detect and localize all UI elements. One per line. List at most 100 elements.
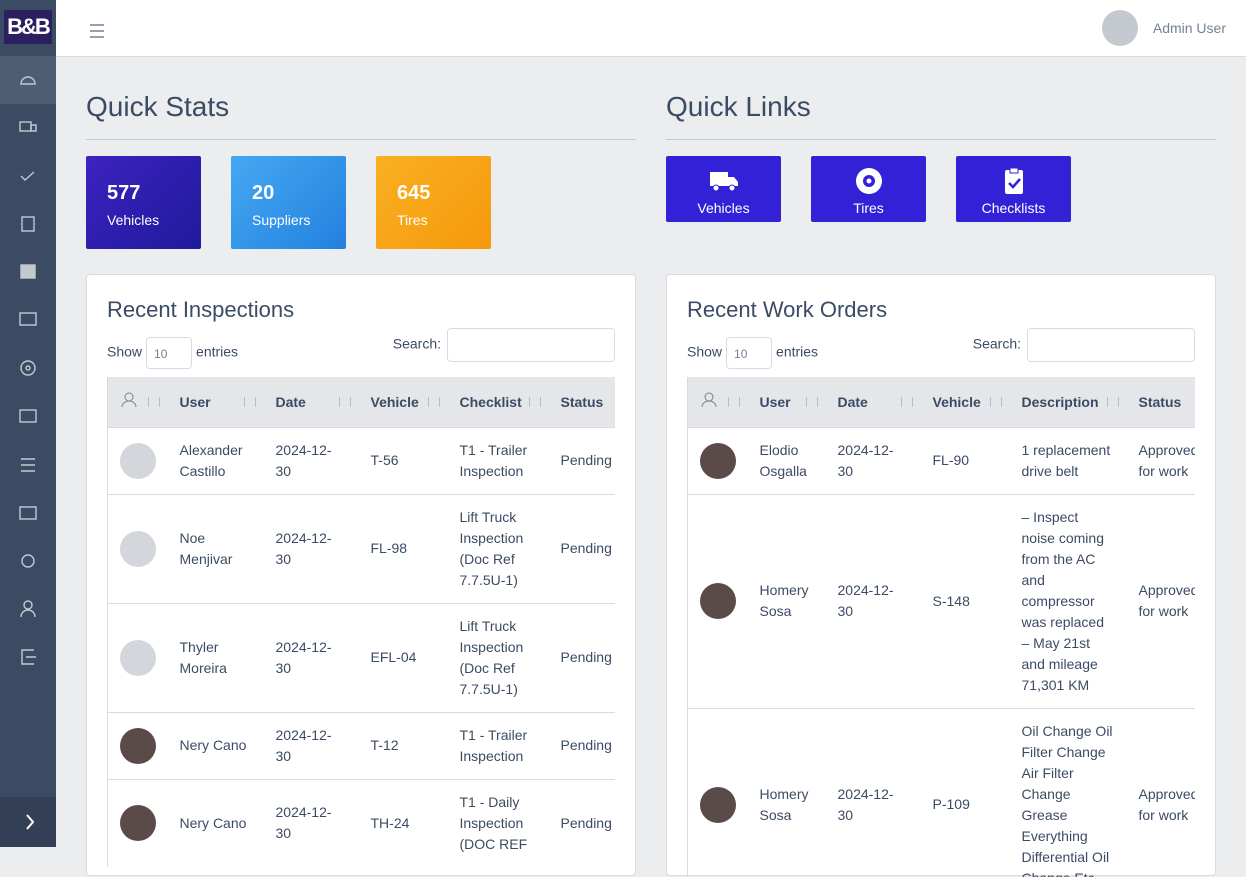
header-cell[interactable] [687, 377, 748, 427]
link-label: Checklists [981, 200, 1046, 216]
link-button[interactable]: Checklists [956, 156, 1071, 222]
stat-box[interactable]: 577 Vehicles [86, 156, 201, 249]
header-cell[interactable]: User [747, 377, 826, 427]
header-cell[interactable]: Date [825, 377, 921, 427]
card-title: Recent Inspections [107, 297, 295, 322]
table-wrap: User Date Vehicle Checklist Status Alexander … [107, 377, 615, 877]
table-row: Thyler Moreira 2024-12-30 EFL-04 Lift Truck… [107, 602, 615, 712]
logo[interactable]: B&B [4, 10, 52, 44]
show-label: Show [687, 343, 723, 360]
table-cell: T1 - Trailer Inspection [447, 711, 549, 779]
section-title: Quick Links [666, 91, 811, 122]
table-cell: T1 - Trailer Inspection [447, 426, 549, 494]
table-cell: Alexander Castillo [167, 426, 264, 494]
header-row: User Date Vehicle Checklist Status [107, 377, 615, 427]
avatar-cell [107, 711, 168, 779]
stat-box[interactable]: 20 Suppliers [231, 156, 346, 249]
avatar [120, 639, 156, 676]
page-size-select[interactable]: 10 [726, 337, 773, 369]
entries-label: entries [776, 343, 819, 360]
table-cell: Lift Truck Inspection (Doc Ref 7.7.5U-1) [447, 602, 549, 712]
avatar [120, 727, 156, 764]
table-row: Nery Cano 2024-12-30 T-12 T1 - Trailer Insp… [107, 711, 615, 779]
header-cell[interactable]: Status [1126, 377, 1195, 427]
search-control: Search: [393, 328, 615, 362]
table-row: Nery Cano 2024-12-30 TH-24 T1 - Daily Inspe… [107, 778, 615, 867]
search-input[interactable] [447, 328, 615, 362]
header-cell[interactable]: Status [548, 377, 615, 427]
table-row: Noe Menjivar 2024-12-30 FL-98 Lift Truck In… [107, 493, 615, 603]
avatar [700, 583, 736, 619]
table-cell: P-109 [920, 707, 1010, 877]
link-label: Tires [853, 200, 884, 216]
table-cell: T-56 [358, 426, 448, 494]
card: Recent Inspections Show 10 entries Search: Us… [86, 274, 636, 876]
divider [86, 139, 636, 140]
header-cell[interactable] [107, 377, 168, 427]
avatar [120, 805, 156, 841]
avatar [120, 530, 156, 567]
table-cell: 1 replacement drive belt [1009, 426, 1127, 494]
link-button[interactable]: Tires [811, 156, 926, 222]
link-button[interactable]: Vehicles [666, 156, 781, 222]
stat-value: 645 [397, 182, 431, 204]
menu-toggle[interactable] [88, 22, 108, 42]
table-cell: Pending [548, 602, 615, 712]
table-cell: Pending [548, 778, 615, 867]
search-label: Search: [972, 335, 1021, 352]
table-cell: Elodio Osgalla [747, 426, 826, 494]
table-cell: EFL-04 [358, 602, 448, 712]
header-cell[interactable]: User [167, 377, 264, 427]
user-name[interactable]: Admin User [1152, 20, 1226, 36]
avatar-cell [687, 426, 748, 494]
show-label: Show [107, 343, 143, 360]
nav-icons[interactable] [0, 0, 56, 847]
active-nav [0, 56, 56, 104]
header-cell[interactable]: Date [263, 377, 359, 427]
table-cell: Lift Truck Inspection (Doc Ref 7.7.5U-1) [447, 493, 549, 603]
header-cell[interactable]: Checklist [447, 377, 549, 427]
avatar-cell [107, 493, 168, 603]
avatar-cell [107, 778, 168, 867]
stat-label: Suppliers [252, 212, 311, 228]
header-cell[interactable]: Vehicle [358, 377, 448, 427]
table-row: Elodio Osgalla 2024-12-30 FL-90 1 replaceme… [687, 426, 1195, 494]
length-control: Show 10 entries [107, 337, 238, 369]
table-cell: Noe Menjivar [167, 493, 264, 603]
table-cell: 2024-12-30 [825, 707, 921, 877]
page-size-select[interactable]: 10 [146, 337, 193, 369]
table-cell: 2024-12-30 [263, 493, 359, 603]
table-cell: Approved for work [1126, 707, 1195, 877]
sidebar-toggle[interactable] [0, 797, 56, 847]
table-cell: 2024-12-30 [263, 426, 359, 494]
link-icon [1005, 167, 1023, 194]
search-input[interactable] [1027, 328, 1195, 362]
avatar [120, 442, 156, 479]
header-cell[interactable]: Description [1009, 377, 1127, 427]
link-icon [856, 168, 882, 194]
divider [666, 139, 1216, 140]
avatar-cell [687, 707, 748, 877]
user-icon [121, 392, 137, 408]
toggle-icon[interactable] [0, 797, 56, 847]
table-cell: Pending [548, 493, 615, 603]
stat-label: Vehicles [107, 212, 160, 228]
link-label: Vehicles [697, 200, 750, 216]
stat-box[interactable]: 645 Tires [376, 156, 491, 249]
table-cell: Nery Cano [167, 711, 264, 779]
user-avatar[interactable] [1102, 10, 1138, 46]
table-cell: Oil Change Oil Filter Change Air Filter … [1009, 707, 1127, 877]
table-cell: Pending [548, 426, 615, 494]
table-cell: 2024-12-30 [825, 426, 921, 494]
link-icon [710, 172, 738, 192]
sidebar: B&B [0, 0, 56, 847]
card: Recent Work Orders Show 10 entries Search: Us… [666, 274, 1216, 877]
avatar-cell [107, 426, 168, 494]
tbody: Alexander Castillo 2024-12-30 T-56 T1 - Tra… [107, 426, 615, 867]
table-cell: FL-90 [920, 426, 1010, 494]
card-title: Recent Work Orders [687, 297, 888, 322]
header-cell[interactable]: Vehicle [920, 377, 1010, 427]
search-control: Search: [973, 328, 1195, 362]
thead: User Date Vehicle Checklist Status [107, 377, 615, 427]
